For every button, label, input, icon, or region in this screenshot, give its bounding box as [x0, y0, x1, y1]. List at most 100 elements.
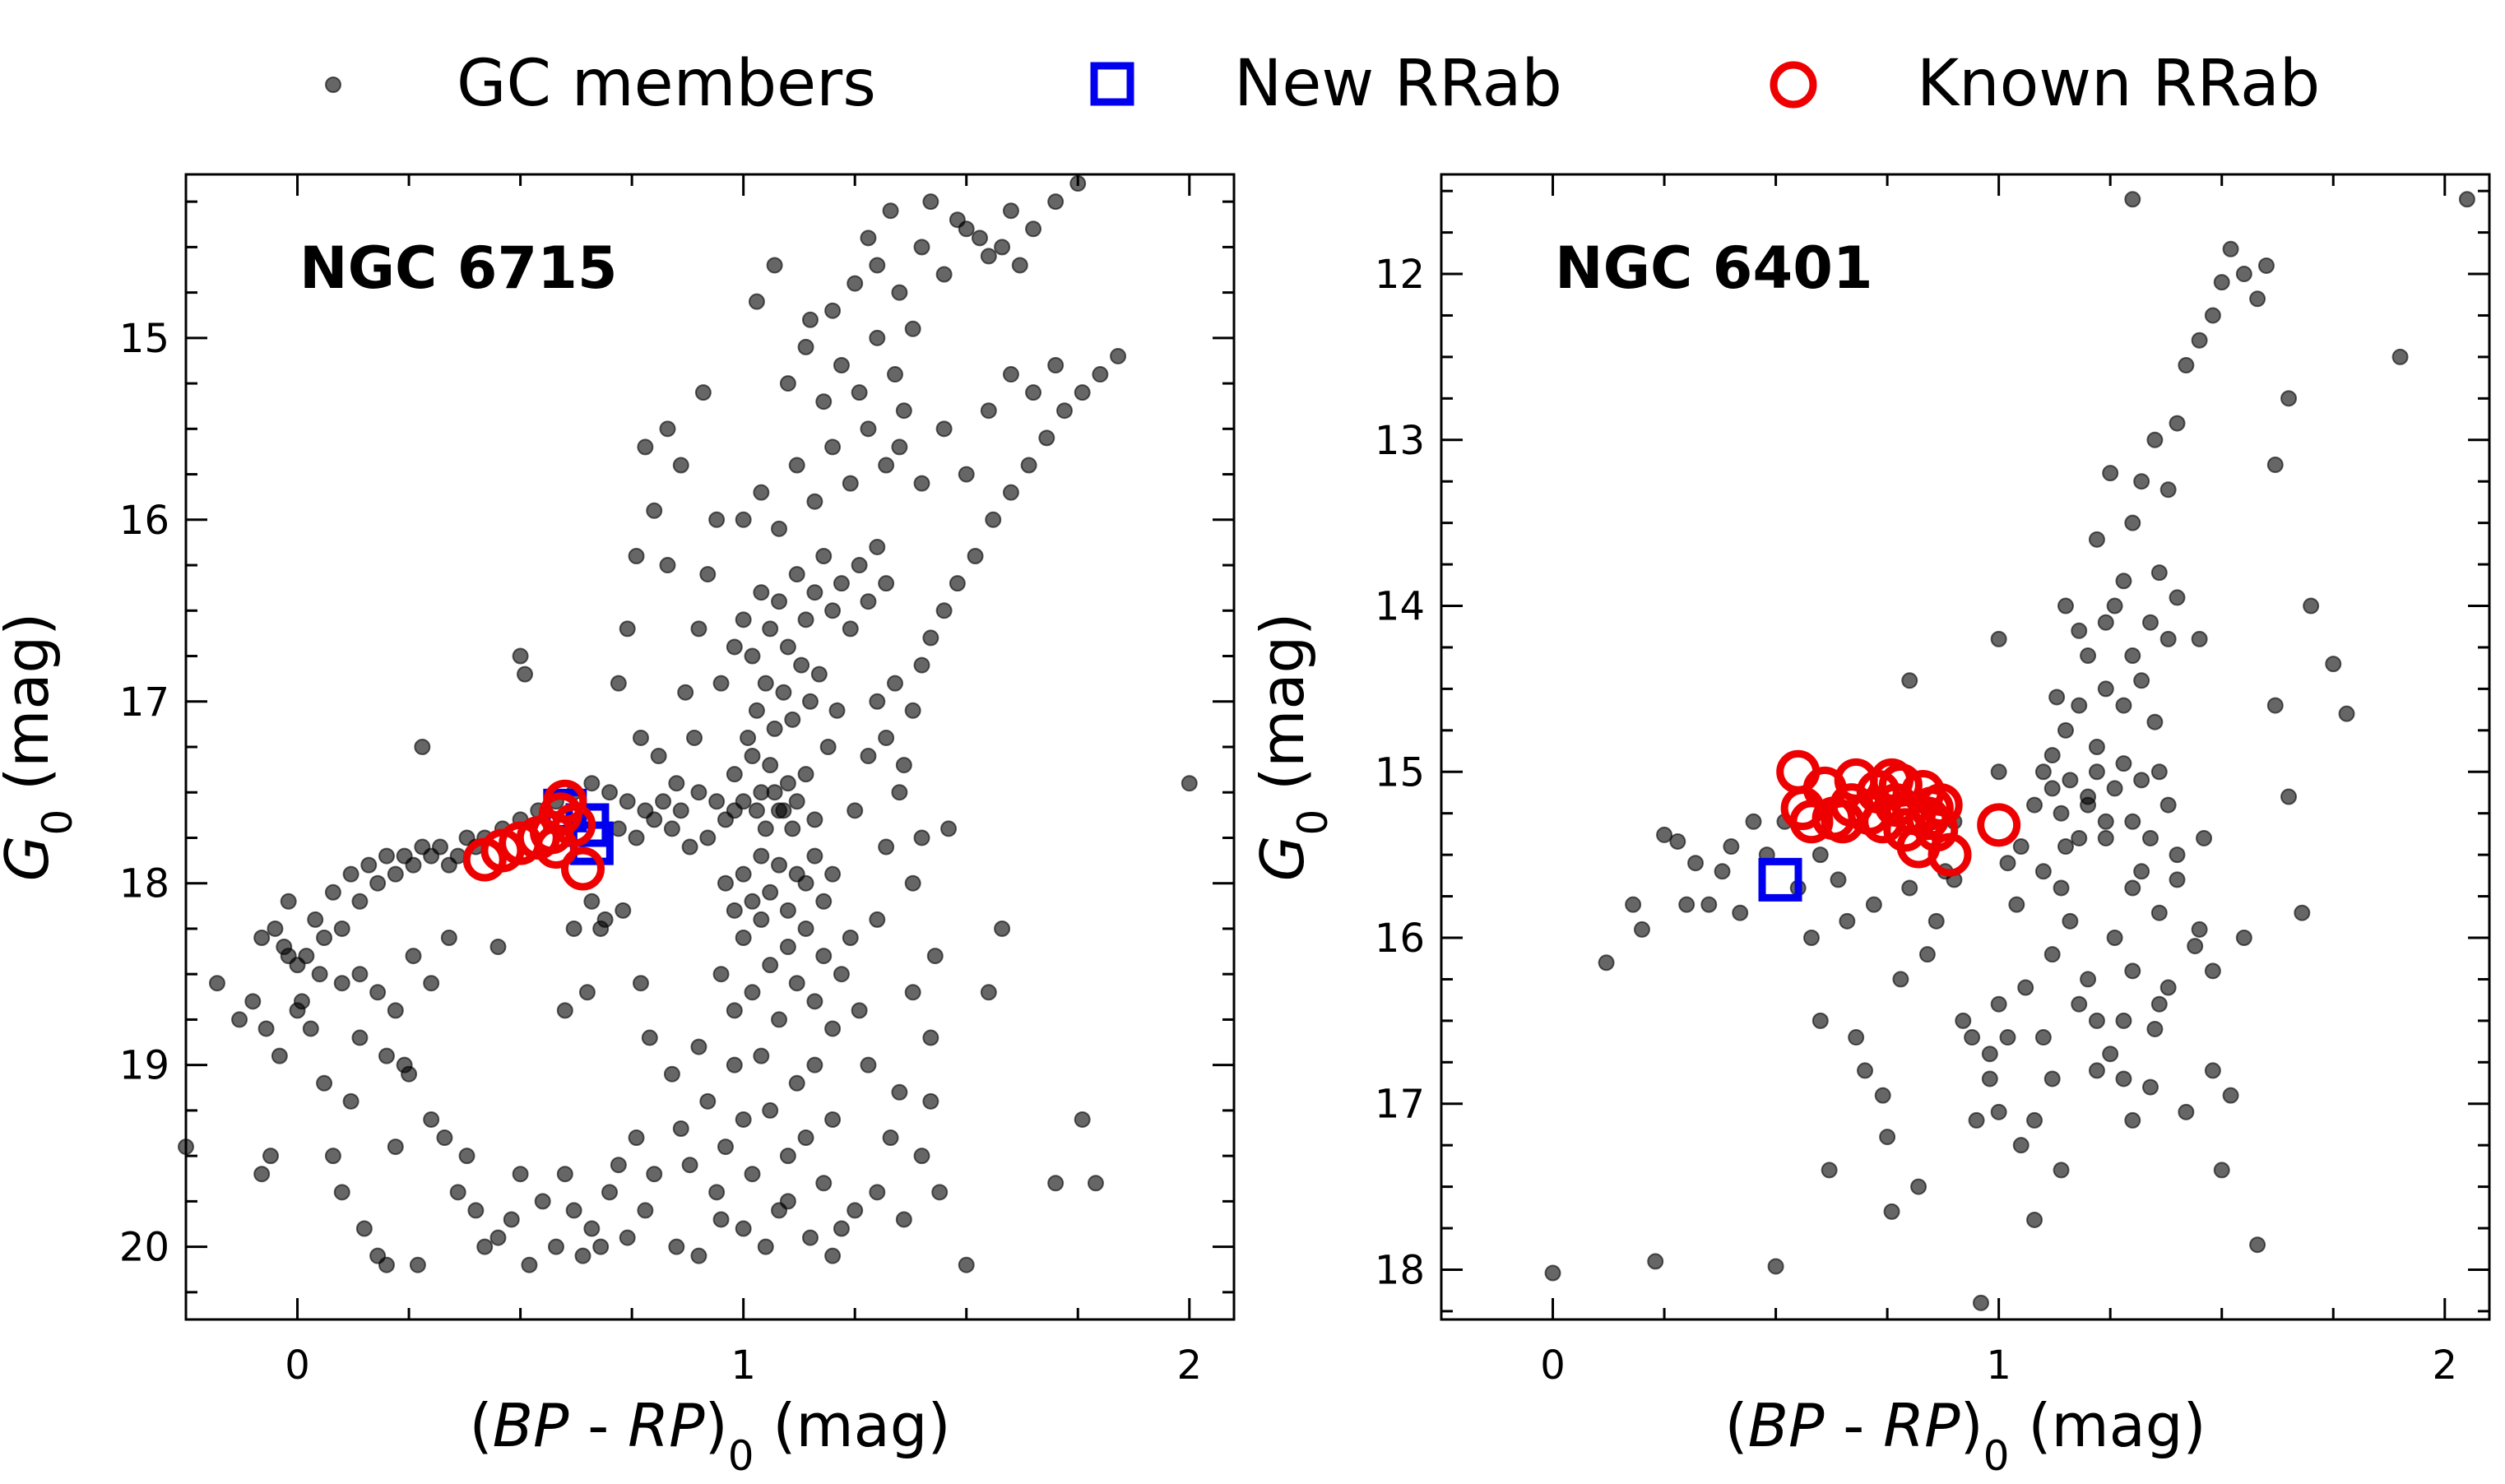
gc-members-point: [619, 793, 636, 810]
gc-members-point: [980, 248, 997, 265]
x-tick-label: 1: [1986, 1343, 2011, 1389]
x-tick-label: 1: [731, 1343, 756, 1389]
gc-members-point: [869, 1184, 886, 1201]
gc-members-point: [409, 1256, 426, 1273]
gc-members-point: [869, 693, 886, 710]
x-tick-label: 2: [2433, 1343, 2458, 1389]
gc-members-point: [2458, 191, 2475, 208]
gc-members-point: [1047, 193, 1065, 211]
gc-members-point: [2115, 755, 2132, 772]
gc-members-point: [2115, 697, 2132, 714]
gc-members-point: [847, 802, 864, 819]
gc-members-point: [333, 1184, 350, 1201]
gc-members-point: [521, 1256, 538, 1273]
gc-members-point: [913, 239, 930, 256]
gc-members-point: [2150, 763, 2168, 781]
gc-members-point: [748, 802, 765, 819]
gc-members-point: [726, 1002, 743, 1019]
gc-members-point: [1879, 1129, 1896, 1146]
gc-members-point: [360, 856, 378, 874]
gc-members-point: [592, 920, 610, 937]
legend-label-new-rrab: New RRab: [1234, 47, 1562, 121]
gc-members-point: [762, 957, 779, 974]
gc-members-point: [2080, 788, 2097, 805]
legend-circle-marker: [1770, 61, 1817, 109]
gc-members-point: [2124, 879, 2141, 897]
gc-members-point: [2303, 597, 2320, 614]
gc-members-point: [740, 729, 757, 746]
gc-members-point: [690, 1247, 707, 1264]
gc-members-point: [806, 493, 823, 510]
gc-members-point: [1625, 896, 1642, 913]
gc-members-point: [659, 420, 676, 438]
gc-members-point: [708, 1184, 726, 1201]
gc-members-point: [869, 329, 886, 346]
gc-members-point: [547, 1238, 564, 1255]
gc-members-point: [801, 311, 819, 328]
gc-members-point: [2257, 257, 2275, 274]
gc-members-point: [815, 948, 833, 965]
gc-members-point: [534, 1193, 551, 1210]
gc-members-point: [735, 611, 752, 628]
gc-members-point: [2034, 763, 2052, 781]
gc-members-point: [2146, 431, 2164, 448]
gc-members-point: [387, 1002, 404, 1019]
gc-members-point: [717, 811, 734, 828]
gc-members-point: [985, 511, 1002, 528]
gc-members-point: [628, 1129, 645, 1147]
gc-members-point: [1990, 995, 2007, 1013]
gc-members-point: [833, 357, 850, 373]
gc-members-point: [1047, 357, 1065, 373]
gc-members-point: [2115, 1070, 2132, 1087]
gc-members-point: [815, 1175, 833, 1192]
gc-members-point: [824, 438, 842, 456]
gc-members-point: [342, 865, 360, 883]
gc-members-point: [503, 1211, 520, 1228]
gc-members-point: [735, 930, 752, 946]
gc-members-point: [2071, 622, 2088, 639]
gc-members-point: [619, 620, 636, 638]
gc-members-point: [2178, 357, 2195, 373]
gc-members-point: [2057, 838, 2074, 856]
gc-members-point: [458, 1148, 475, 1165]
gc-members-point: [2266, 697, 2284, 714]
gc-members-point: [922, 1092, 939, 1110]
gc-members-point: [744, 748, 761, 765]
gc-members-point: [1981, 1046, 1998, 1063]
gc-members-point: [878, 457, 895, 474]
gc-members-point: [2102, 465, 2119, 482]
gc-members-point: [753, 847, 770, 865]
gc-members-point: [824, 602, 842, 619]
gc-members-point: [833, 575, 850, 592]
gc-members-point: [712, 1211, 730, 1228]
gc-members-point: [1598, 954, 1615, 972]
gc-members-point: [1074, 1111, 1091, 1128]
y-tick-label: 17: [1375, 1082, 1425, 1128]
gc-members-point: [842, 620, 859, 638]
gc-members-point: [2088, 1062, 2105, 1079]
x-tick-label: 2: [1177, 1343, 1203, 1389]
gc-members-point: [2124, 514, 2141, 531]
gc-members-point: [2012, 1137, 2030, 1154]
gc-members-point: [779, 939, 796, 956]
gc-members-point: [436, 1129, 453, 1147]
gc-members-point: [2213, 274, 2230, 291]
gc-members-point: [1874, 1087, 1891, 1104]
gc-members-point: [378, 1047, 395, 1064]
gc-members-point: [672, 802, 689, 819]
gc-members-point: [904, 874, 921, 892]
gc-members-point: [1910, 1178, 1927, 1195]
gc-members-point: [895, 757, 912, 774]
gc-members-point: [1025, 384, 1042, 401]
gc-members-point: [628, 548, 645, 564]
gc-members-point: [1732, 904, 1749, 921]
gc-members-point: [2043, 946, 2061, 963]
panel-ngc-6715-ticks: 0 1 2 15 16 17 18 19 20: [119, 174, 1234, 1389]
gc-members-point: [971, 230, 988, 247]
gc-members-point: [980, 984, 997, 1001]
gc-members-point: [1669, 832, 1686, 850]
known-rrab-point: [1905, 796, 1950, 841]
gc-members-point: [913, 829, 930, 846]
gc-members-point: [712, 675, 730, 692]
gc-members-point: [583, 1220, 601, 1237]
